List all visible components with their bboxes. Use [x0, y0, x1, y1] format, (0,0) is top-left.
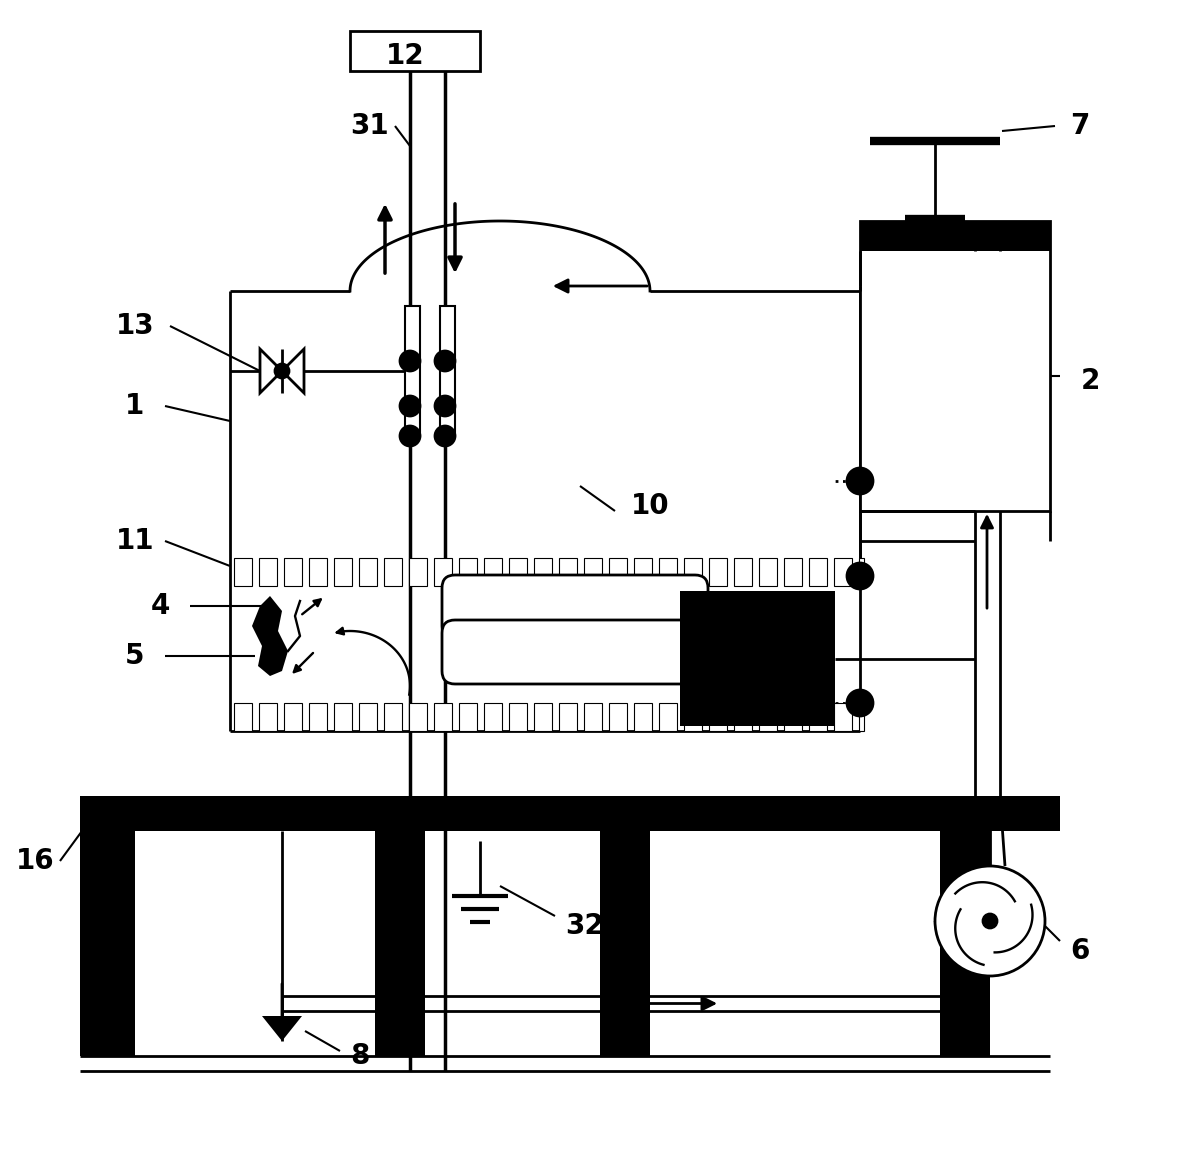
Bar — [350, 31, 480, 71]
Bar — [440, 307, 455, 437]
Circle shape — [935, 866, 1045, 976]
Bar — [234, 704, 252, 731]
Bar — [309, 558, 326, 586]
Bar — [375, 831, 425, 1057]
Bar — [858, 558, 863, 586]
Bar — [458, 558, 476, 586]
Bar — [861, 221, 1050, 251]
Bar — [358, 704, 376, 731]
Bar — [458, 704, 476, 731]
Bar — [334, 704, 351, 731]
Bar — [861, 221, 1050, 511]
Bar — [734, 558, 751, 586]
FancyBboxPatch shape — [442, 575, 707, 639]
Circle shape — [434, 426, 455, 446]
Bar — [684, 558, 702, 586]
Bar — [284, 558, 301, 586]
Bar — [483, 704, 501, 731]
Bar — [609, 704, 627, 731]
Circle shape — [848, 690, 872, 716]
Bar — [584, 704, 602, 731]
Bar — [599, 831, 650, 1057]
Bar — [940, 831, 990, 1057]
Bar — [533, 558, 552, 586]
Text: 13: 13 — [115, 312, 154, 340]
Circle shape — [400, 426, 420, 446]
Text: 6: 6 — [1071, 937, 1090, 965]
Bar — [408, 558, 426, 586]
Circle shape — [983, 914, 997, 928]
Bar — [80, 796, 135, 1057]
Bar — [684, 704, 702, 731]
Circle shape — [434, 351, 455, 372]
Polygon shape — [252, 596, 288, 676]
Bar — [734, 704, 751, 731]
Bar — [858, 704, 863, 731]
Text: 4: 4 — [151, 592, 170, 620]
Bar — [709, 704, 726, 731]
Bar — [405, 307, 420, 437]
Bar — [508, 704, 527, 731]
Text: 5: 5 — [126, 642, 145, 670]
Bar — [358, 558, 376, 586]
Bar — [659, 558, 677, 586]
Bar — [433, 558, 451, 586]
Bar — [334, 558, 351, 586]
Text: 31: 31 — [350, 111, 389, 140]
Bar — [659, 704, 677, 731]
Circle shape — [400, 351, 420, 372]
Bar — [680, 591, 834, 726]
Text: 32: 32 — [566, 913, 604, 940]
Text: 12: 12 — [386, 42, 424, 70]
Bar — [808, 704, 826, 731]
Bar — [383, 704, 401, 731]
FancyBboxPatch shape — [442, 620, 707, 684]
Text: 11: 11 — [116, 527, 154, 555]
Circle shape — [848, 563, 872, 589]
Polygon shape — [283, 349, 304, 394]
Bar — [383, 558, 401, 586]
Bar — [758, 704, 776, 731]
Bar — [709, 558, 726, 586]
Bar — [584, 558, 602, 586]
Bar — [533, 704, 552, 731]
Bar — [309, 704, 326, 731]
Bar — [833, 704, 851, 731]
Circle shape — [434, 396, 455, 416]
Bar — [559, 704, 577, 731]
Bar — [634, 558, 652, 586]
Text: 10: 10 — [630, 492, 669, 520]
Bar — [284, 704, 301, 731]
Bar — [609, 558, 627, 586]
Bar — [259, 558, 277, 586]
Bar — [408, 704, 426, 731]
Bar — [783, 704, 801, 731]
Bar — [833, 558, 851, 586]
Bar — [483, 558, 501, 586]
Text: 7: 7 — [1071, 111, 1090, 140]
Bar — [433, 704, 451, 731]
Bar — [559, 558, 577, 586]
Bar — [80, 796, 1060, 831]
Bar — [758, 558, 776, 586]
Bar — [234, 558, 252, 586]
Bar — [808, 558, 826, 586]
Polygon shape — [262, 1016, 301, 1041]
Bar — [783, 558, 801, 586]
Text: 8: 8 — [350, 1043, 369, 1070]
Circle shape — [275, 365, 288, 378]
Bar — [634, 704, 652, 731]
Text: 1: 1 — [126, 392, 145, 420]
Circle shape — [848, 468, 872, 493]
Circle shape — [400, 396, 420, 416]
Text: 16: 16 — [15, 848, 55, 875]
Polygon shape — [260, 349, 283, 394]
Text: 2: 2 — [1080, 367, 1099, 395]
Bar — [508, 558, 527, 586]
Bar — [259, 704, 277, 731]
